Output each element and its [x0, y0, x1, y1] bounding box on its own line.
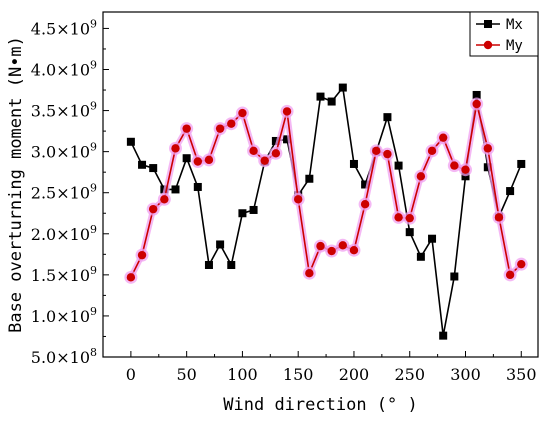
data-point-Mx	[506, 187, 515, 196]
data-point-Mx	[349, 159, 358, 168]
data-point-Mx	[483, 163, 492, 172]
data-point-Mx	[305, 174, 314, 183]
x-tick-label: 350	[506, 365, 537, 384]
y-tick-label: 5.0×108	[31, 346, 97, 367]
data-point-My	[472, 99, 481, 109]
x-axis-title: Wind direction (° )	[223, 395, 417, 415]
data-point-My	[137, 250, 147, 260]
y-tick-label: 1.0×109	[31, 305, 97, 326]
data-point-Mx	[416, 252, 425, 261]
data-point-My	[416, 172, 426, 181]
data-point-Mx	[517, 159, 526, 168]
data-point-My	[238, 108, 247, 118]
data-point-My	[327, 246, 336, 256]
data-point-Mx	[238, 209, 247, 218]
plot-frame	[102, 11, 539, 358]
y-axis-title: Base overturning moment (N•m)	[6, 36, 26, 333]
data-point-Mx	[472, 90, 481, 99]
data-point-Mx	[327, 97, 336, 106]
data-point-My	[360, 200, 370, 209]
y-tick-label: 3.5×109	[31, 100, 97, 121]
data-point-My	[227, 119, 236, 128]
data-point-My	[282, 107, 292, 116]
y-tick-label: 2.0×109	[31, 223, 97, 244]
data-point-My	[148, 204, 158, 214]
data-point-Mx	[361, 180, 370, 189]
legend-label-My: My	[506, 38, 523, 54]
y-tick-label: 4.5×109	[31, 17, 97, 38]
data-point-Mx	[193, 182, 202, 191]
data-point-My	[171, 144, 180, 153]
y-tick-label: 2.5×109	[31, 182, 97, 203]
data-point-My	[372, 146, 381, 156]
data-point-My	[383, 149, 392, 159]
data-point-Mx	[428, 234, 437, 243]
data-point-Mx	[182, 154, 191, 163]
series-line-Mx	[130, 86, 523, 337]
x-tick-label: 0	[126, 365, 136, 384]
data-point-My	[427, 146, 437, 156]
data-point-My	[338, 241, 348, 250]
data-point-My	[260, 156, 269, 165]
data-point-My	[193, 157, 203, 166]
data-point-My	[271, 149, 281, 158]
data-point-Mx	[227, 261, 236, 269]
data-point-My	[316, 241, 325, 251]
data-point-My	[494, 213, 504, 222]
data-point-My	[450, 161, 459, 170]
data-point-Mx	[216, 240, 225, 249]
y-tick-label: 3.0×109	[31, 141, 97, 162]
data-point-My	[483, 144, 493, 153]
data-point-My	[293, 195, 303, 204]
data-point-Mx	[126, 137, 135, 146]
data-point-My	[215, 124, 225, 133]
data-point-Mx	[383, 113, 392, 122]
x-tick-label: 200	[339, 365, 370, 384]
data-point-Mx	[271, 136, 280, 145]
data-point-Mx	[149, 164, 158, 173]
data-point-My	[517, 259, 526, 269]
data-point-My	[204, 155, 214, 165]
legend-marker-My	[483, 40, 493, 50]
x-tick-label: 50	[176, 365, 196, 384]
data-point-My	[505, 270, 515, 280]
data-point-My	[394, 213, 403, 222]
data-point-My	[305, 269, 314, 278]
y-tick-label: 1.5×109	[31, 264, 97, 285]
data-point-Mx	[405, 228, 414, 237]
y-tick-label: 4.0×109	[31, 59, 97, 80]
data-point-Mx	[450, 272, 459, 281]
data-point-Mx	[461, 172, 470, 181]
legend-marker-Mx	[484, 20, 492, 28]
data-point-Mx	[316, 92, 325, 101]
x-tick-label: 150	[283, 365, 314, 384]
data-point-Mx	[249, 205, 258, 214]
x-tick-label: 300	[450, 365, 481, 384]
data-point-My	[249, 146, 258, 156]
data-point-My	[160, 195, 169, 204]
legend-label-Mx: Mx	[506, 17, 523, 33]
x-tick-label: 100	[227, 365, 258, 384]
data-point-My	[126, 273, 136, 282]
data-point-Mx	[171, 185, 180, 194]
data-point-Mx	[138, 160, 147, 169]
data-point-My	[405, 213, 414, 223]
x-tick-label: 250	[394, 365, 425, 384]
legend-box	[469, 11, 539, 57]
data-point-My	[182, 124, 191, 133]
data-point-My	[461, 165, 470, 174]
data-point-Mx	[204, 261, 213, 269]
data-point-Mx	[338, 83, 347, 92]
data-point-Mx	[283, 135, 292, 144]
data-point-Mx	[439, 331, 448, 340]
data-point-My	[438, 133, 448, 142]
data-point-Mx	[394, 161, 403, 170]
data-point-My	[349, 246, 359, 255]
